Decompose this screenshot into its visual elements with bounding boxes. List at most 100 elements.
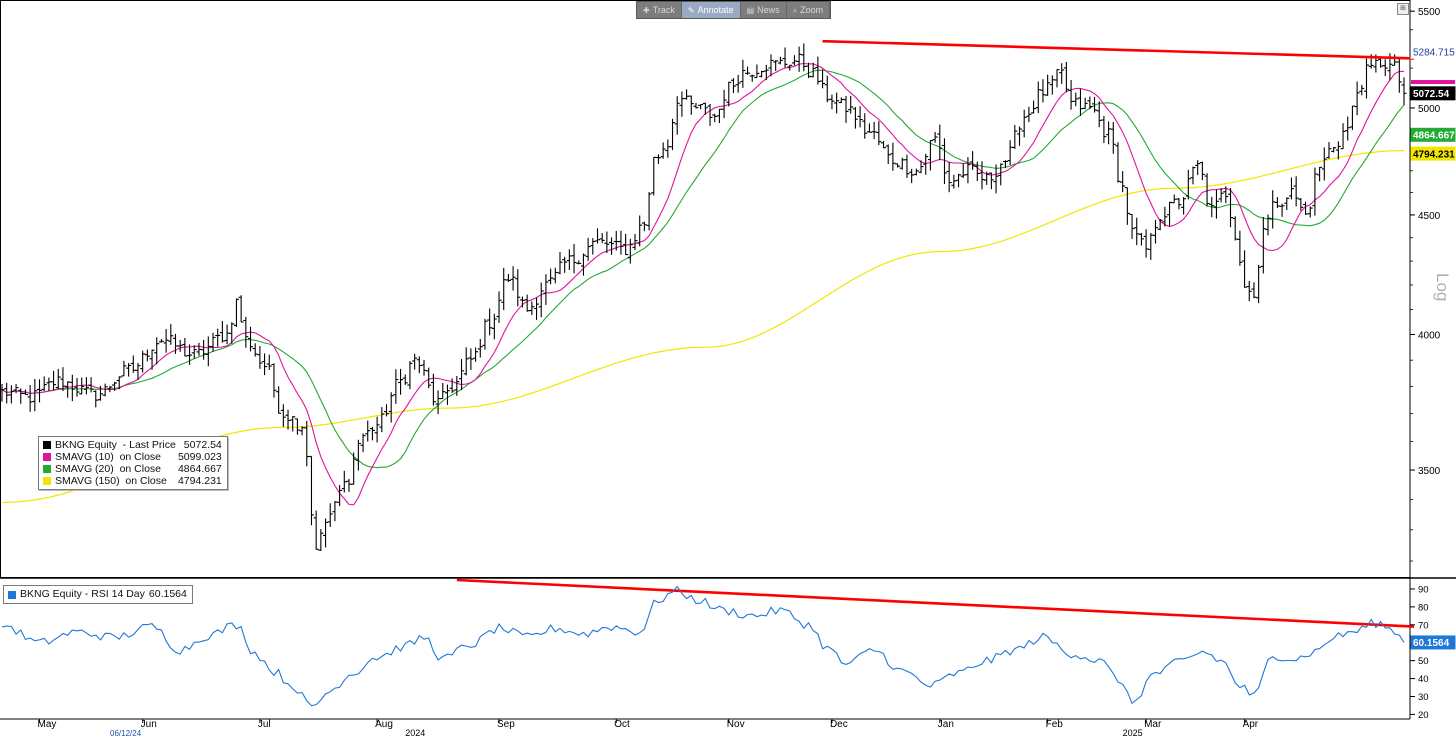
- legend-value: 5072.54: [183, 439, 222, 451]
- ohlc-bar: [1349, 105, 1355, 130]
- ohlc-bar: [299, 426, 305, 436]
- ohlc-bar: [843, 96, 849, 123]
- ohlc-bar: [308, 455, 314, 526]
- ohlc-bar: [1171, 194, 1177, 204]
- ohlc-bar: [895, 163, 901, 168]
- ohlc-bar: [909, 168, 915, 184]
- ohlc-bar: [1354, 81, 1360, 116]
- ohlc-bar: [580, 253, 586, 276]
- ohlc-bar: [913, 168, 919, 176]
- ohlc-bar: [491, 313, 497, 340]
- ohlc-bar: [838, 97, 844, 104]
- ohlc-bar: [318, 529, 324, 552]
- ohlc-bar: [65, 381, 71, 398]
- ohlc-bar: [1077, 88, 1083, 116]
- zoom-button[interactable]: ⌕ Zoom: [787, 2, 831, 18]
- ohlc-bar: [1167, 201, 1173, 226]
- ohlc-bar: [529, 301, 535, 316]
- ohlc-bar: [548, 268, 554, 285]
- ohlc-bar: [1293, 176, 1299, 207]
- ohlc-bar: [1270, 190, 1276, 229]
- ohlc-bar: [1129, 213, 1135, 239]
- axis-value-tag: 4864.667: [1410, 127, 1456, 142]
- log-scale-label: Log: [1433, 273, 1452, 301]
- ohlc-bar: [449, 378, 455, 394]
- ohlc-bar: [960, 163, 966, 179]
- price-tick-label: 4000: [1418, 330, 1441, 341]
- ohlc-bar: [412, 353, 418, 370]
- legend-row-sma10: SMAVG (10) on Close 5099.023: [43, 451, 222, 463]
- ohlc-bar: [468, 348, 474, 370]
- ohlc-bar: [1059, 63, 1065, 84]
- ohlc-bar: [41, 376, 47, 392]
- ohlc-bar: [590, 238, 596, 255]
- legend-label: SMAVG (150) on Close: [55, 475, 167, 487]
- ohlc-bar: [13, 384, 19, 394]
- ohlc-bar: [726, 81, 732, 107]
- ohlc-bar: [421, 359, 427, 376]
- price-panel-frame: [0, 0, 1411, 578]
- chart-options-icon[interactable]: ⊞: [1397, 3, 1409, 15]
- ohlc-bar: [97, 385, 103, 401]
- ohlc-bar: [1134, 217, 1140, 246]
- ohlc-bar: [1185, 169, 1191, 200]
- ohlc-bar: [524, 294, 530, 312]
- rsi-tick-label: 40: [1418, 674, 1429, 685]
- ohlc-bar: [27, 385, 33, 412]
- year-label: 2025: [1123, 728, 1143, 737]
- axis-value-tag: 5284.715: [1410, 44, 1456, 59]
- legend-swatch: [43, 441, 51, 449]
- ohlc-bar: [1265, 214, 1271, 236]
- ohlc-bar: [182, 337, 188, 357]
- ohlc-bar: [632, 234, 638, 251]
- ohlc-bar: [984, 171, 990, 185]
- legend-label: SMAVG (20) on Close: [55, 463, 162, 475]
- rsi-legend-label: BKNG Equity - RSI 14 Day: [20, 588, 145, 600]
- ohlc-bar: [18, 388, 24, 404]
- ohlc-bar: [1031, 100, 1037, 114]
- ohlc-bar: [862, 113, 868, 139]
- ohlc-bar: [519, 296, 525, 308]
- ohlc-bar: [369, 426, 375, 441]
- legend-value: 4794.231: [177, 475, 222, 487]
- ohlc-bar: [168, 324, 174, 345]
- ohlc-bar: [1326, 142, 1332, 159]
- ohlc-bar: [782, 47, 788, 68]
- ohlc-bar: [501, 267, 507, 311]
- ohlc-bar: [1068, 80, 1074, 110]
- axis-value-tag: 60.1564: [1410, 635, 1456, 650]
- ohlc-bar: [1157, 218, 1163, 231]
- ohlc-bar: [557, 252, 563, 275]
- sma10-tag: [1411, 80, 1455, 85]
- ohlc-bar: [121, 360, 127, 377]
- ohlc-bar: [885, 144, 891, 165]
- ohlc-bar: [848, 95, 854, 114]
- ohlc-bar: [777, 56, 783, 65]
- ohlc-bar: [576, 260, 582, 265]
- ohlc-bar: [852, 107, 858, 129]
- annotate-button[interactable]: ✎ Annotate: [681, 2, 741, 18]
- ohlc-bar: [941, 138, 947, 185]
- ohlc-bar: [337, 485, 343, 507]
- ohlc-bar: [1049, 75, 1055, 95]
- ohlc-bar: [937, 124, 943, 161]
- ohlc-bar: [754, 64, 760, 79]
- ohlc-bar: [351, 452, 357, 485]
- news-button[interactable]: ▤ News: [741, 2, 787, 18]
- ohlc-bar: [388, 392, 394, 423]
- price-legend: BKNG Equity - Last Price 5072.54 SMAVG (1…: [38, 436, 228, 490]
- ohlc-bar: [993, 164, 999, 194]
- zoom-icon: ⌕: [792, 6, 798, 15]
- legend-swatch: [43, 453, 51, 461]
- ohlc-bar: [1040, 79, 1046, 103]
- ohlc-bar: [229, 322, 235, 344]
- x-tick-label: Mar: [1144, 719, 1162, 730]
- ohlc-bar: [951, 174, 957, 189]
- price-trendline: [822, 39, 1415, 60]
- track-button[interactable]: ✚ Track: [637, 2, 682, 18]
- price-tick-label: 3500: [1418, 466, 1441, 477]
- ohlc-bar: [313, 510, 319, 550]
- ohlc-bar: [538, 282, 544, 318]
- ohlc-bar: [1331, 146, 1337, 153]
